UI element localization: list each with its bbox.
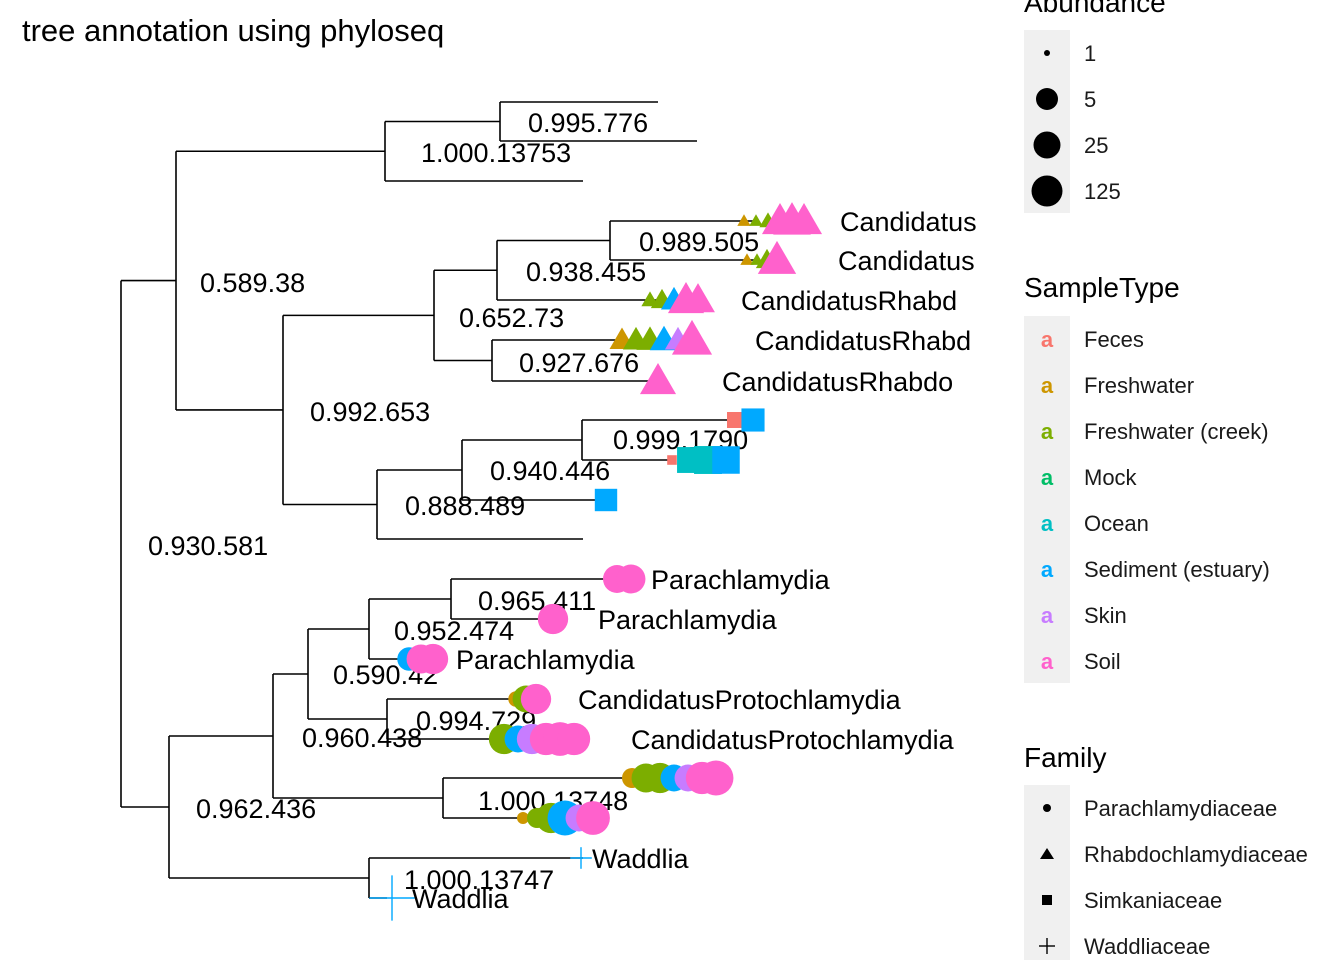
legend-label-sampletype: Mock [1084, 465, 1138, 490]
point-soil [757, 240, 797, 274]
legend-key-family-square [1042, 895, 1052, 905]
node-support-label: 0.960.438 [302, 723, 422, 753]
legend-label-abundance: 25 [1084, 133, 1108, 158]
legend-key-abundance [1036, 88, 1058, 110]
node-support-label: 0.952.474 [394, 616, 514, 646]
legend-label-sampletype: Freshwater [1084, 373, 1194, 398]
legend-key-abundance [1031, 175, 1063, 207]
point-sediment-estuary [712, 446, 740, 474]
legend-title-family: Family [1024, 742, 1106, 773]
point-freshwater [517, 812, 529, 824]
legend-key-sampletype: a [1041, 649, 1054, 674]
legend-key-background [1024, 785, 1070, 960]
legend-label-abundance: 5 [1084, 87, 1096, 112]
legend-key-sampletype: a [1041, 465, 1054, 490]
legend-key-sampletype: a [1041, 373, 1054, 398]
legend-key-sampletype: a [1041, 557, 1054, 582]
tip-label-13: Parachlamydia [598, 605, 778, 635]
point-sediment-estuary [594, 488, 618, 512]
point-freshwater [737, 214, 751, 226]
node-support-label: 0.927.676 [519, 348, 639, 378]
legend-title-sampletype: SampleType [1024, 272, 1180, 303]
point-soil [417, 643, 449, 675]
point-soil [576, 801, 610, 835]
node-support-label: 0.995.776 [528, 108, 648, 138]
chart-title: tree annotation using phyloseq [22, 13, 444, 48]
node-support-label: 0.962.436 [196, 794, 316, 824]
tip-label-19: Waddlia [592, 844, 690, 874]
node-support-label: 0.652.73 [459, 303, 564, 333]
node-support-label: 0.938.455 [526, 257, 646, 287]
legend-key-background [1024, 316, 1070, 683]
point-soil [616, 564, 646, 594]
legend-label-sampletype: Feces [1084, 327, 1144, 352]
point-soil [639, 362, 677, 395]
point-soil [698, 760, 734, 796]
legend-key-abundance [1044, 50, 1050, 56]
legend-key-sampletype: a [1041, 511, 1054, 536]
legend-key-sampletype: a [1041, 603, 1054, 628]
legend-label-family: Waddliaceae [1084, 934, 1210, 959]
legend-label-sampletype: Soil [1084, 649, 1121, 674]
tip-points [369, 202, 823, 921]
tip-label-6: CandidatusRhabd [755, 326, 971, 356]
node-labels: 0.995.7761.000.137530.589.380.989.5050.9… [148, 108, 759, 895]
legend-label-sampletype: Freshwater (creek) [1084, 419, 1269, 444]
point-soil [537, 603, 569, 635]
point-feces [667, 455, 677, 465]
legend-label-abundance: 125 [1084, 179, 1121, 204]
node-support-label: 1.000.13747 [404, 865, 554, 895]
legend-key-sampletype: a [1041, 327, 1054, 352]
point-soil [671, 319, 713, 355]
node-support-label: 0.940.446 [490, 456, 610, 486]
node-support-label: 0.888.489 [405, 491, 525, 521]
tip-label-4: Candidatus [838, 246, 975, 276]
legend-label-sampletype: Sediment (estuary) [1084, 557, 1270, 582]
legend-label-family: Parachlamydiaceae [1084, 796, 1277, 821]
tip-labels: Candidatus Candidatus CandidatusRhabd Candi… [412, 207, 977, 914]
legend-key-family-triangle [1040, 848, 1054, 859]
point-soil [785, 202, 823, 235]
node-support-label: 0.989.505 [639, 227, 759, 257]
point-sediment-estuary [741, 408, 765, 432]
tip-label-12: Parachlamydia [651, 565, 831, 595]
point-freshwater-creek [749, 214, 763, 226]
legend-key-sampletype: a [1041, 419, 1054, 444]
legend-title-abundance: Abundance [1024, 0, 1166, 18]
tip-label-3: Candidatus [840, 207, 977, 237]
tip-label-7: CandidatusRhabdo [722, 367, 953, 397]
point-freshwater [740, 253, 754, 265]
node-support-label: 0.965.411 [478, 586, 596, 616]
tip-label-20: Waddlia [412, 884, 510, 914]
legend-label-abundance: 1 [1084, 41, 1096, 66]
point-soil [557, 722, 591, 756]
tip-label-16: CandidatusProtochlamydia [631, 725, 955, 755]
point-soil [681, 283, 715, 313]
legends: Abundance 1 5 25 125 SampleType a Feces a Freshwa… [1024, 0, 1308, 960]
point-feces [727, 412, 743, 428]
legend-label-family: Rhabdochlamydiaceae [1084, 842, 1308, 867]
legend-label-sampletype: Ocean [1084, 511, 1149, 536]
legend-key-family-circle [1043, 804, 1051, 812]
legend-label-sampletype: Skin [1084, 603, 1127, 628]
point-soil [520, 683, 552, 715]
node-support-label: 1.000.13753 [421, 138, 571, 168]
tip-label-5: CandidatusRhabd [741, 286, 957, 316]
tip-label-15: CandidatusProtochlamydia [578, 685, 902, 715]
node-support-label: 0.992.653 [310, 397, 430, 427]
node-support-label: 0.930.581 [148, 531, 268, 561]
tree-panel: 0.995.7761.000.137530.589.380.989.5050.9… [120, 101, 977, 921]
legend-key-abundance [1033, 131, 1061, 159]
node-support-label: 0.589.38 [200, 268, 305, 298]
legend-label-family: Simkaniaceae [1084, 888, 1222, 913]
tip-label-14: Parachlamydia [456, 645, 636, 675]
